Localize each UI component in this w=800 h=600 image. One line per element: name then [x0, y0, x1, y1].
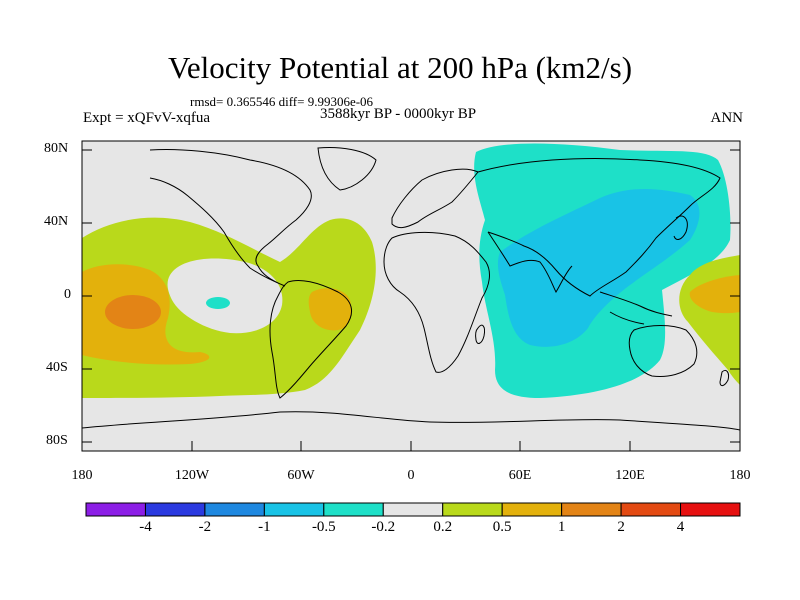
- colorbar-swatch: [263, 502, 325, 517]
- negative-mid-region-asia: [497, 189, 700, 347]
- coast-madagascar: [475, 324, 485, 344]
- period-label: 3588kyr BP - 0000kyr BP: [320, 106, 477, 122]
- colorbar-label: 0.5: [492, 519, 512, 535]
- colorbar-label: 0.2: [433, 519, 453, 535]
- colorbar-swatch: [85, 502, 146, 517]
- colorbar-swatch: [442, 502, 503, 517]
- colorbar-label: -0.2: [371, 519, 396, 535]
- colorbar-swatch: [144, 502, 206, 517]
- stats-line: rmsd= 0.365546 diff= 9.99306e-06: [190, 94, 374, 109]
- neutral-region-south-pacific: [167, 258, 283, 334]
- season-label: ANN: [710, 110, 744, 126]
- colorbar-swatch: [323, 502, 384, 517]
- coast-europe: [391, 168, 479, 229]
- colorbar-swatch: [620, 502, 682, 517]
- coast-greenland: [317, 147, 377, 191]
- colorbar-swatch: [680, 502, 741, 517]
- lat-label-40s: 40S: [46, 360, 68, 375]
- coast-south-america: [269, 279, 353, 399]
- lon-label-60w: 60W: [287, 468, 315, 483]
- axis-ticks: [81, 149, 741, 451]
- colorbar-label: -2: [198, 519, 212, 535]
- map-title: Velocity Potential at 200 hPa (km2/s): [167, 50, 633, 85]
- lat-label-40n: 40N: [44, 214, 69, 229]
- coast-antarctica: [82, 411, 740, 431]
- colorbar-swatch: [561, 502, 622, 517]
- lon-label-120w: 120W: [174, 468, 210, 483]
- colorbar-swatch: [382, 502, 444, 517]
- coast-se-asia-islands: [599, 291, 673, 325]
- contour-field: [82, 141, 740, 451]
- colorbar-swatch: [501, 502, 563, 517]
- colorbar: [85, 502, 741, 517]
- colorbar-label: 1: [557, 519, 566, 535]
- lat-label-0: 0: [64, 287, 71, 302]
- colorbar-label: -1: [258, 519, 271, 535]
- colorbar-label: -4: [139, 519, 152, 535]
- positive-strong-core-pacific: [105, 295, 161, 329]
- colorbar-label: 2: [617, 519, 625, 535]
- colorbar-label: -0.5: [311, 519, 336, 535]
- positive-mid-region-brazil: [308, 288, 352, 331]
- positive-mid-region-west-pacific-edge: [689, 275, 740, 314]
- colorbar-label: 4: [676, 519, 685, 535]
- coast-new-zealand: [719, 369, 729, 387]
- lon-label-0: 0: [407, 468, 415, 483]
- experiment-label: Expt = xQFvV-xqfua: [83, 110, 211, 126]
- lon-label-180e: 180: [729, 468, 751, 483]
- coast-asia: [477, 158, 721, 297]
- coast-north-america: [149, 148, 312, 287]
- coastlines: [82, 147, 740, 431]
- negative-blob-pacific: [206, 297, 230, 309]
- lon-label-120e: 120E: [615, 468, 645, 483]
- coast-australia: [628, 325, 698, 377]
- lon-label-180w: 180: [71, 468, 93, 483]
- colorbar-swatch: [204, 502, 265, 517]
- lat-label-80s: 80S: [46, 433, 68, 448]
- lat-label-80n: 80N: [44, 141, 69, 156]
- lon-label-60e: 60E: [508, 468, 532, 483]
- coast-arabia-india: [487, 231, 573, 294]
- coast-africa: [383, 231, 490, 373]
- coast-japan: [673, 215, 688, 240]
